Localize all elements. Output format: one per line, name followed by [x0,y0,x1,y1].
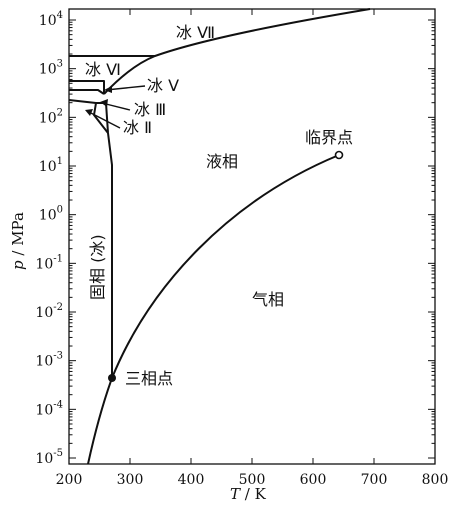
x-axis-unit: / K [240,485,267,503]
ice2-arrowhead [85,109,93,116]
y-tick-label: 10-5 [35,448,63,467]
y-tick-exponent: 4 [57,10,63,21]
y-tick-base: 10 [39,62,57,78]
y-axis-var: p [9,260,27,270]
y-tick-base: 10 [35,451,53,467]
ice5-arrow [105,85,146,91]
y-tick-exponent: 1 [57,156,63,167]
y-tick-label: 100 [39,205,63,224]
y-tick-label: 103 [39,59,63,78]
ice6-ice5-boundary [69,80,105,94]
y-tick-exponent: -1 [53,253,63,264]
y-tick-exponent: -3 [53,351,63,362]
y-tick-exponent: -5 [53,448,63,459]
x-tick-label: 500 [239,472,266,488]
ice5-arrowhead [104,86,112,93]
y-tick-base: 10 [39,208,57,224]
y-tick-label: 104 [39,10,63,29]
ice-vi-vii-liquid-curve [103,8,371,95]
y-tick-exponent: -4 [53,399,63,410]
x-tick-label: 400 [178,472,205,488]
vapour-pressure-curve [111,154,340,379]
y-axis-unit: / MPa [9,212,27,260]
y-axis-label: p / MPa [9,212,27,270]
y-tick-base: 10 [39,110,57,126]
x-tick-label: 800 [422,472,449,488]
plot-frame [68,8,436,465]
label-gas: 气相 [252,290,284,309]
label-critical-point: 临界点 [305,128,353,147]
x-axis-var: T [230,485,241,503]
label-solid-ice: 固相 (冰) [88,234,107,300]
y-tick-base: 10 [35,402,53,418]
x-tick-label: 300 [117,472,144,488]
y-tick-base: 10 [39,13,57,29]
y-tick-label: 10-1 [35,253,63,272]
label-liquid: 液相 [206,152,238,171]
label-ice7: 冰 Ⅶ [176,23,215,42]
x-tick-label: 200 [56,472,83,488]
sublimation-curve [87,377,113,465]
triple-point-marker [108,374,116,382]
ice5-boundary [69,89,105,95]
y-tick-base: 10 [35,305,53,321]
label-triple-point: 三相点 [125,369,173,388]
x-axis-ticks: 200 300 400 500 600 700 800 [56,9,449,488]
label-ice3: 冰 Ⅲ [134,100,166,119]
y-tick-label: 101 [39,156,63,175]
critical-point-marker [334,150,344,160]
label-ice6: 冰 Ⅵ [85,60,121,79]
y-tick-base: 10 [35,256,53,272]
ice2-arrow [86,110,121,129]
y-tick-label: 10-3 [35,351,63,370]
x-axis-label: T / K [230,485,267,503]
ice3-ice2-boundary [68,99,106,104]
phase-boundaries [68,8,371,465]
y-tick-exponent: -2 [53,302,63,313]
y-tick-label: 102 [39,107,63,126]
label-ice5: 冰 Ⅴ [147,76,179,95]
y-tick-base: 10 [39,159,57,175]
x-tick-label: 600 [300,472,327,488]
y-tick-label: 10-4 [35,399,63,418]
ice3-arrowhead [100,99,108,107]
y-tick-exponent: 2 [57,107,63,118]
y-tick-exponent: 0 [57,205,63,216]
y-tick-base: 10 [35,354,53,370]
ice-melting-curve [105,102,113,378]
y-tick-label: 10-2 [35,302,63,321]
label-ice2: 冰 Ⅱ [123,118,152,137]
y-tick-exponent: 3 [57,59,63,70]
x-tick-label: 700 [361,472,388,488]
